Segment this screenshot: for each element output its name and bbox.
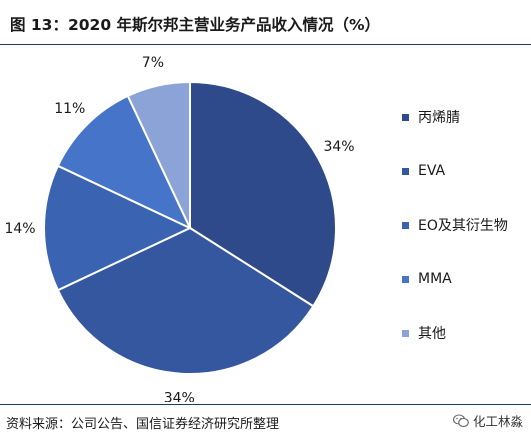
legend-swatch-2 (402, 221, 409, 229)
legend-item-4: 其他 (402, 324, 508, 342)
legend-swatch-3 (402, 275, 409, 283)
legend-swatch-0 (402, 113, 409, 121)
wechat-icon (452, 413, 469, 427)
legend-label-2: EO及其衍生物 (418, 218, 508, 234)
pie-slice-2 (43, 164, 193, 292)
legend-label-1: EVA (418, 163, 446, 179)
bottom-divider (0, 404, 531, 405)
slice-label-4: 7% (142, 55, 164, 71)
legend-label-4: 其他 (418, 326, 446, 342)
slice-label-1: 34% (164, 391, 195, 402)
watermark-text: 化工林淼 (472, 414, 523, 429)
pie-chart: 34% 34% 14% 11% 7% (4, 55, 354, 402)
legend-label-3: MMA (418, 271, 452, 287)
legend-swatch-4 (402, 329, 409, 337)
legend-swatch-1 (402, 167, 409, 175)
chart-title: 图 13：2020 年斯尔邦主营业务产品收入情况（%） (10, 16, 381, 34)
legend-item-3: MMA (402, 270, 508, 288)
pie-slice-4 (126, 80, 191, 229)
source-note: 资料来源：公司公告、国信证券经济研究所整理 (6, 417, 280, 432)
legend-item-2: EO及其衍生物 (402, 216, 508, 234)
legend-item-0: 丙烯腈 (402, 108, 508, 126)
top-divider (0, 44, 531, 45)
legend: 丙烯腈 EVA EO及其衍生物 MMA 其他 (402, 108, 508, 378)
pie-slice-3 (56, 94, 193, 231)
slice-label-2: 14% (4, 221, 35, 237)
watermark: 化工林淼 (452, 411, 523, 430)
legend-item-1: EVA (402, 162, 508, 180)
legend-label-0: 丙烯腈 (418, 110, 460, 126)
slice-label-3: 11% (54, 101, 85, 117)
slice-label-0: 34% (323, 139, 354, 155)
pie-slice-1 (56, 226, 315, 375)
